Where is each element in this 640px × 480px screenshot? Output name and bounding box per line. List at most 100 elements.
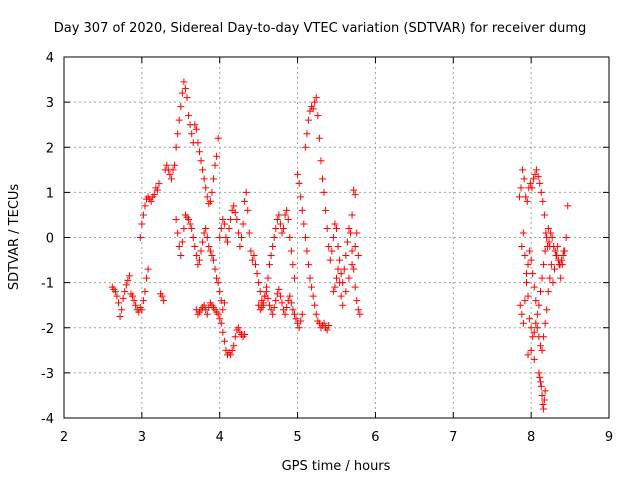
data-point	[181, 85, 189, 93]
data-points	[108, 78, 572, 413]
data-point	[311, 301, 319, 309]
data-point	[529, 333, 537, 341]
x-tick-label: 5	[293, 430, 301, 445]
data-point	[153, 186, 161, 194]
grid-lines	[64, 57, 609, 418]
data-point	[532, 297, 540, 305]
data-point	[203, 193, 211, 201]
data-point	[322, 206, 330, 214]
x-tick-label: 8	[527, 430, 535, 445]
data-point	[222, 234, 230, 241]
data-point	[539, 197, 547, 205]
data-point	[272, 224, 280, 232]
data-point	[331, 220, 339, 228]
data-point	[219, 328, 227, 336]
data-point	[536, 179, 544, 187]
data-point	[233, 215, 241, 223]
data-point	[283, 303, 291, 311]
data-point	[163, 161, 171, 169]
data-point	[298, 206, 306, 214]
data-point	[347, 229, 355, 237]
data-point	[530, 355, 538, 363]
y-tick-label: -4	[41, 412, 54, 427]
data-point	[138, 220, 146, 228]
data-point	[323, 326, 331, 334]
data-point	[532, 319, 540, 327]
data-point	[169, 166, 177, 174]
data-point	[200, 229, 208, 237]
data-point	[203, 310, 211, 318]
data-point	[177, 252, 185, 260]
data-point	[533, 166, 541, 174]
data-point	[295, 324, 303, 332]
data-point	[281, 310, 289, 318]
data-point	[519, 229, 527, 237]
data-point	[527, 324, 535, 332]
data-point	[208, 188, 216, 196]
data-point	[334, 243, 342, 251]
data-point	[562, 234, 570, 241]
data-point	[336, 256, 344, 264]
data-point	[216, 288, 224, 296]
data-point	[206, 197, 214, 205]
data-point	[267, 252, 275, 260]
data-point	[564, 202, 572, 210]
data-point	[524, 261, 532, 269]
data-point	[518, 243, 526, 251]
data-point	[188, 224, 196, 232]
data-point	[337, 292, 345, 300]
data-point	[535, 369, 543, 377]
data-point	[241, 197, 249, 205]
data-point	[317, 157, 325, 165]
data-point	[141, 288, 149, 296]
data-point	[197, 247, 205, 255]
data-point	[351, 191, 359, 199]
data-point	[333, 224, 340, 232]
data-point	[519, 166, 527, 174]
data-point	[192, 252, 200, 260]
data-point	[281, 211, 289, 219]
data-point	[214, 310, 222, 318]
data-point	[258, 303, 266, 311]
data-point	[270, 303, 278, 311]
data-point	[231, 209, 239, 217]
data-point	[185, 215, 193, 223]
data-point	[543, 234, 551, 241]
data-point	[536, 378, 544, 386]
data-point	[202, 184, 210, 192]
data-point	[524, 292, 532, 300]
data-point	[554, 243, 562, 251]
data-point	[536, 342, 544, 350]
data-point	[524, 351, 532, 359]
data-point	[515, 193, 523, 201]
data-point	[518, 310, 526, 318]
data-point	[191, 121, 199, 129]
data-point	[345, 274, 353, 282]
data-point	[192, 125, 200, 133]
data-point	[118, 306, 126, 314]
data-point	[353, 297, 361, 305]
data-point	[536, 288, 544, 296]
data-point	[266, 261, 274, 269]
data-point	[227, 351, 235, 359]
y-tick-label: 2	[46, 141, 54, 156]
data-point	[138, 306, 146, 314]
data-point	[354, 306, 362, 314]
data-point	[185, 112, 193, 120]
data-point	[326, 256, 334, 264]
data-point	[544, 224, 552, 232]
x-tick-labels: 2 3 4 5 6 7 8 9	[60, 430, 613, 445]
data-point	[516, 301, 524, 309]
data-point	[199, 166, 207, 174]
data-point	[286, 292, 294, 300]
data-point	[289, 261, 297, 269]
data-point	[194, 139, 202, 147]
data-point	[286, 234, 294, 241]
data-point	[312, 94, 320, 102]
data-point	[541, 319, 549, 327]
data-point	[552, 252, 560, 260]
data-point	[124, 276, 132, 284]
data-point	[538, 391, 546, 399]
data-point	[547, 229, 555, 237]
